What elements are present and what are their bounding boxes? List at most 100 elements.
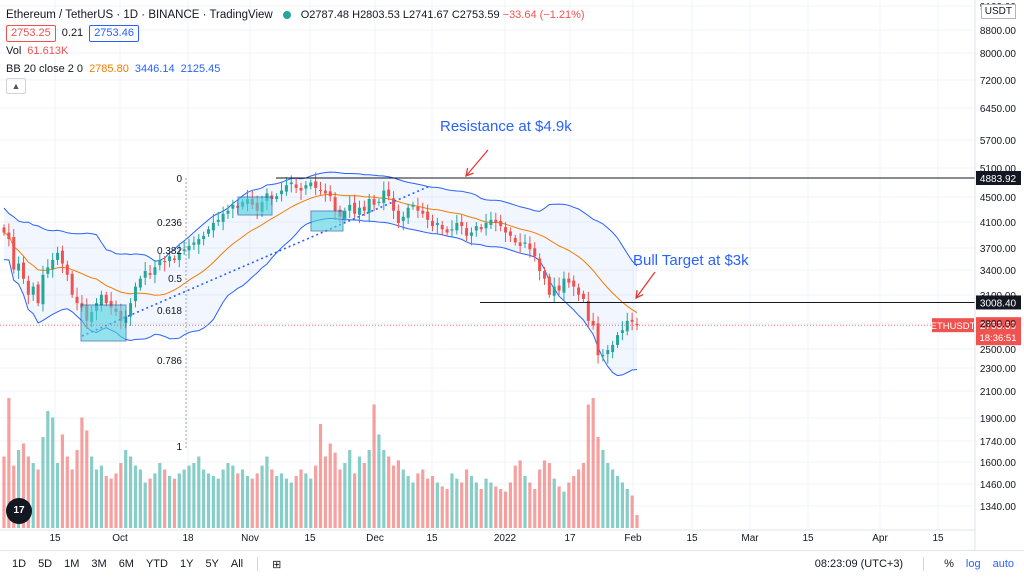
- candle-body: [479, 227, 483, 230]
- volume-bar: [36, 469, 40, 528]
- overlays: 0 0.236 0.382 0.5 0.618 0.786 1 4883.92 3008.40 E…: [0, 118, 1021, 453]
- timeframe-5y[interactable]: 5Y: [205, 558, 219, 570]
- volume-bar: [158, 463, 162, 528]
- candle-body: [401, 216, 405, 221]
- volume-bar: [479, 489, 483, 528]
- currency-label[interactable]: USDT: [980, 4, 1016, 19]
- bb-basis-value: 2785.80: [89, 63, 129, 75]
- candle-body: [489, 219, 493, 226]
- volume-bar: [387, 456, 391, 528]
- timeframe-6m[interactable]: 6M: [118, 558, 134, 570]
- candle-body: [211, 222, 215, 231]
- volume-bar: [630, 495, 634, 528]
- volume-bar: [469, 476, 474, 528]
- low-value: L2741.67: [402, 9, 449, 21]
- candle-body: [606, 350, 610, 355]
- candle-body: [616, 335, 620, 345]
- volume-bar: [489, 482, 493, 528]
- price-axis[interactable]: 9100.008800.008000.007200.006450.005700.…: [974, 0, 1017, 550]
- candle-body: [163, 260, 167, 263]
- time-tick-label: Dec: [366, 533, 384, 544]
- volume-bar: [129, 456, 133, 528]
- candle-body: [533, 248, 537, 257]
- volume-bar: [494, 486, 498, 528]
- log-toggle[interactable]: log: [965, 558, 981, 570]
- volume-bar: [367, 450, 371, 528]
- timeframe-1m[interactable]: 1M: [64, 558, 80, 570]
- volume-bar: [348, 450, 352, 528]
- date-range-icon[interactable]: ⊞: [272, 558, 282, 571]
- volume-bar: [396, 460, 401, 528]
- timeframe-3m[interactable]: 3M: [91, 558, 107, 570]
- volume-bar: [46, 411, 50, 528]
- candle-body: [21, 262, 25, 279]
- timeframe-ytd[interactable]: YTD: [145, 558, 168, 570]
- candle-body: [275, 196, 279, 200]
- time-axis[interactable]: 15 Oct 18 Nov 15 Dec 15 2022 17 Feb 15 Mar 15 Apr 15: [0, 529, 975, 544]
- volume-bar: [391, 465, 396, 528]
- volume-bar: [7, 398, 11, 528]
- volume-bar: [260, 465, 264, 528]
- clock[interactable]: 08:23:09 (UTC+3): [814, 558, 904, 570]
- price-tick-label: 3100.00: [980, 291, 1017, 302]
- volume-bar: [372, 404, 376, 528]
- candle-body: [577, 287, 581, 295]
- candle-body: [56, 252, 60, 260]
- candle-body: [187, 245, 191, 251]
- percent-toggle[interactable]: %: [944, 558, 954, 570]
- volume-bar: [357, 456, 362, 528]
- price-chart[interactable]: 0 0.236 0.382 0.5 0.618 0.786 1 4883.92 3008.40 E…: [0, 0, 1024, 550]
- candle-body: [542, 271, 546, 279]
- time-tick-label: 15: [686, 533, 698, 544]
- timeframe-all[interactable]: All: [230, 558, 244, 570]
- volume-bar: [625, 489, 629, 528]
- target-price-tag: [976, 295, 1021, 310]
- volume-bar: [21, 443, 26, 528]
- target-price-text: 3008.40: [980, 298, 1017, 309]
- candle-body: [70, 273, 74, 295]
- auto-toggle[interactable]: auto: [992, 558, 1014, 570]
- candle-body: [133, 286, 137, 302]
- high-value: H2803.53: [352, 9, 400, 21]
- toolbar-divider: [257, 557, 259, 571]
- volume-bar: [591, 398, 595, 528]
- volume-bar: [221, 469, 225, 528]
- volume-bar: [80, 417, 84, 528]
- candle-body: [372, 199, 376, 205]
- timeframe-buttons: 1D 5D 1M 3M 6M YTD 1Y 5Y All: [0, 558, 249, 570]
- timeframe-1y[interactable]: 1Y: [179, 558, 194, 570]
- buy-button[interactable]: 2753.46: [89, 24, 139, 42]
- volume-bar: [17, 450, 21, 528]
- symbol-title[interactable]: Ethereum / TetherUS · 1D · BINANCE · Tra…: [6, 9, 273, 21]
- volume-bar: [99, 465, 103, 528]
- bottom-toolbar: 1D 5D 1M 3M 6M YTD 1Y 5Y All ⊞ 08:23:09 (UTC+3) …: [0, 550, 1024, 577]
- fib-level-label: 0: [176, 174, 182, 185]
- candle-body: [460, 221, 464, 227]
- volume-bar: [2, 456, 6, 528]
- sell-button[interactable]: 2753.25: [6, 24, 56, 42]
- candle-body: [392, 198, 396, 211]
- candle-body: [465, 228, 469, 236]
- volume-label[interactable]: Vol: [6, 45, 22, 57]
- volume-bar: [202, 469, 206, 528]
- volume-bars: [2, 398, 639, 528]
- last-price-tag: [976, 317, 1021, 346]
- candle-body: [153, 267, 157, 275]
- timeframe-1d[interactable]: 1D: [12, 558, 27, 570]
- candle-body: [367, 199, 371, 213]
- volume-bar: [299, 469, 303, 528]
- collapse-legend-icon[interactable]: ▲: [6, 78, 26, 94]
- timeframe-5d[interactable]: 5D: [38, 558, 53, 570]
- price-tick-label: 1600.00: [980, 458, 1017, 469]
- candle-body: [138, 278, 142, 288]
- candle-body: [611, 344, 615, 353]
- fib-level-label: 0.618: [157, 306, 182, 317]
- volume-bar: [615, 476, 620, 528]
- candle-body: [513, 237, 517, 243]
- volume-bar: [503, 491, 508, 528]
- volume-bar: [464, 469, 469, 528]
- bb-label[interactable]: BB 20 close 2 0: [6, 63, 84, 75]
- candle-body: [387, 189, 391, 197]
- volume-bar: [167, 476, 172, 528]
- price-tick-label: 2100.00: [980, 387, 1017, 398]
